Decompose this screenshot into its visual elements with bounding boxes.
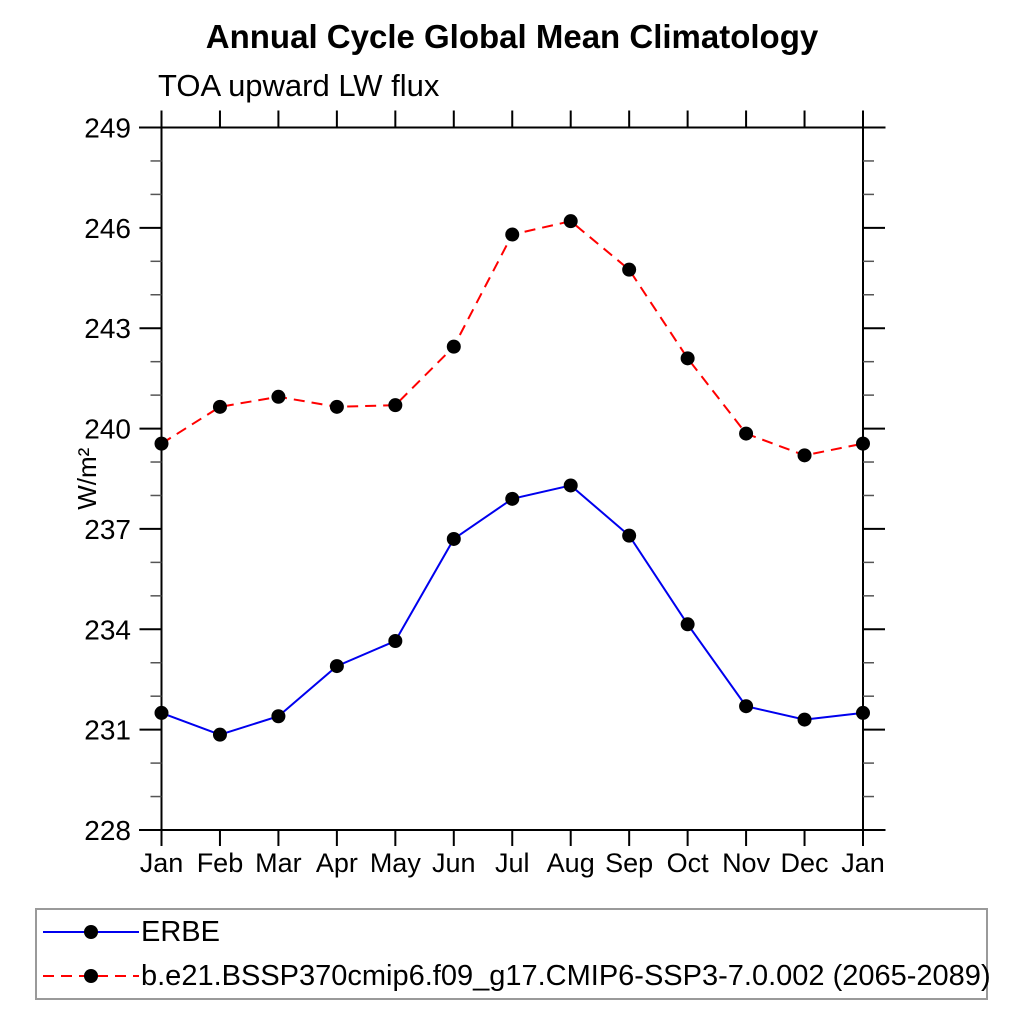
legend-marker-icon xyxy=(84,969,98,983)
data-point-marker xyxy=(680,617,695,632)
x-tick-label: Nov xyxy=(722,848,771,878)
data-point-marker xyxy=(622,528,637,543)
x-tick-label: Jun xyxy=(432,848,476,878)
legend-label-erbe: ERBE xyxy=(141,915,220,948)
data-point-marker xyxy=(563,478,578,493)
data-point-marker xyxy=(329,659,344,674)
y-tick-label: 231 xyxy=(84,715,131,746)
y-tick-label: 234 xyxy=(84,614,131,645)
series-line-1 xyxy=(160,220,864,457)
x-tick-label: Jul xyxy=(495,848,530,878)
data-point-marker xyxy=(388,633,403,648)
data-point-marker xyxy=(446,339,461,354)
x-tick-label: Oct xyxy=(667,848,710,878)
x-tick-label: Aug xyxy=(547,848,595,878)
x-tick-label: May xyxy=(370,848,422,878)
data-point-marker xyxy=(739,426,754,441)
data-point-marker xyxy=(271,709,286,724)
y-tick-label: 237 xyxy=(84,514,131,545)
data-point-marker xyxy=(563,214,578,229)
legend-sample-model-line xyxy=(43,969,139,983)
data-point-marker xyxy=(797,448,812,463)
data-point-marker xyxy=(797,712,812,727)
series-line-0 xyxy=(161,484,864,736)
legend-box: ERBE b.e21.BSSP370cmip6.f09_g17.CMIP6-SS… xyxy=(35,908,991,1000)
data-point-marker xyxy=(446,531,461,546)
y-tick-label: 246 xyxy=(84,213,131,244)
data-point-marker xyxy=(154,705,169,720)
data-point-marker xyxy=(329,399,344,414)
data-point-marker xyxy=(212,727,227,742)
x-tick-label: Mar xyxy=(255,848,302,878)
x-tick-label: Jan xyxy=(140,848,184,878)
data-point-marker xyxy=(856,705,870,720)
data-point-marker xyxy=(622,262,637,277)
x-tick-label: Feb xyxy=(197,848,244,878)
x-tick-label: Sep xyxy=(605,848,653,878)
y-tick-label: 249 xyxy=(84,113,131,144)
x-tick-label: Dec xyxy=(781,848,829,878)
chart-title: Annual Cycle Global Mean Climatology xyxy=(205,18,819,55)
data-point-marker xyxy=(680,351,695,366)
legend-label-model: b.e21.BSSP370cmip6.f09_g17.CMIP6-SSP3-7.… xyxy=(141,959,991,992)
data-point-marker xyxy=(505,227,520,242)
y-tick-label: 243 xyxy=(84,313,131,344)
legend-marker-icon xyxy=(84,925,98,939)
data-point-marker xyxy=(505,491,520,506)
x-tick-label: Apr xyxy=(316,848,358,878)
data-point-marker xyxy=(154,436,169,451)
legend-row-model: b.e21.BSSP370cmip6.f09_g17.CMIP6-SSP3-7.… xyxy=(37,954,991,998)
legend-sample-erbe-line xyxy=(43,925,139,939)
chart-subtitle: TOA upward LW flux xyxy=(158,68,440,103)
x-tick-label: Jan xyxy=(841,848,885,878)
data-point-marker xyxy=(388,398,403,413)
data-point-marker xyxy=(739,699,754,714)
legend-row-erbe: ERBE xyxy=(37,910,986,954)
data-point-marker xyxy=(856,436,870,451)
data-point-marker xyxy=(271,389,286,404)
y-tick-label: 240 xyxy=(84,414,131,445)
y-axis-label: W/m² xyxy=(72,447,102,509)
data-point-marker xyxy=(212,399,227,414)
y-tick-label: 228 xyxy=(84,815,131,846)
